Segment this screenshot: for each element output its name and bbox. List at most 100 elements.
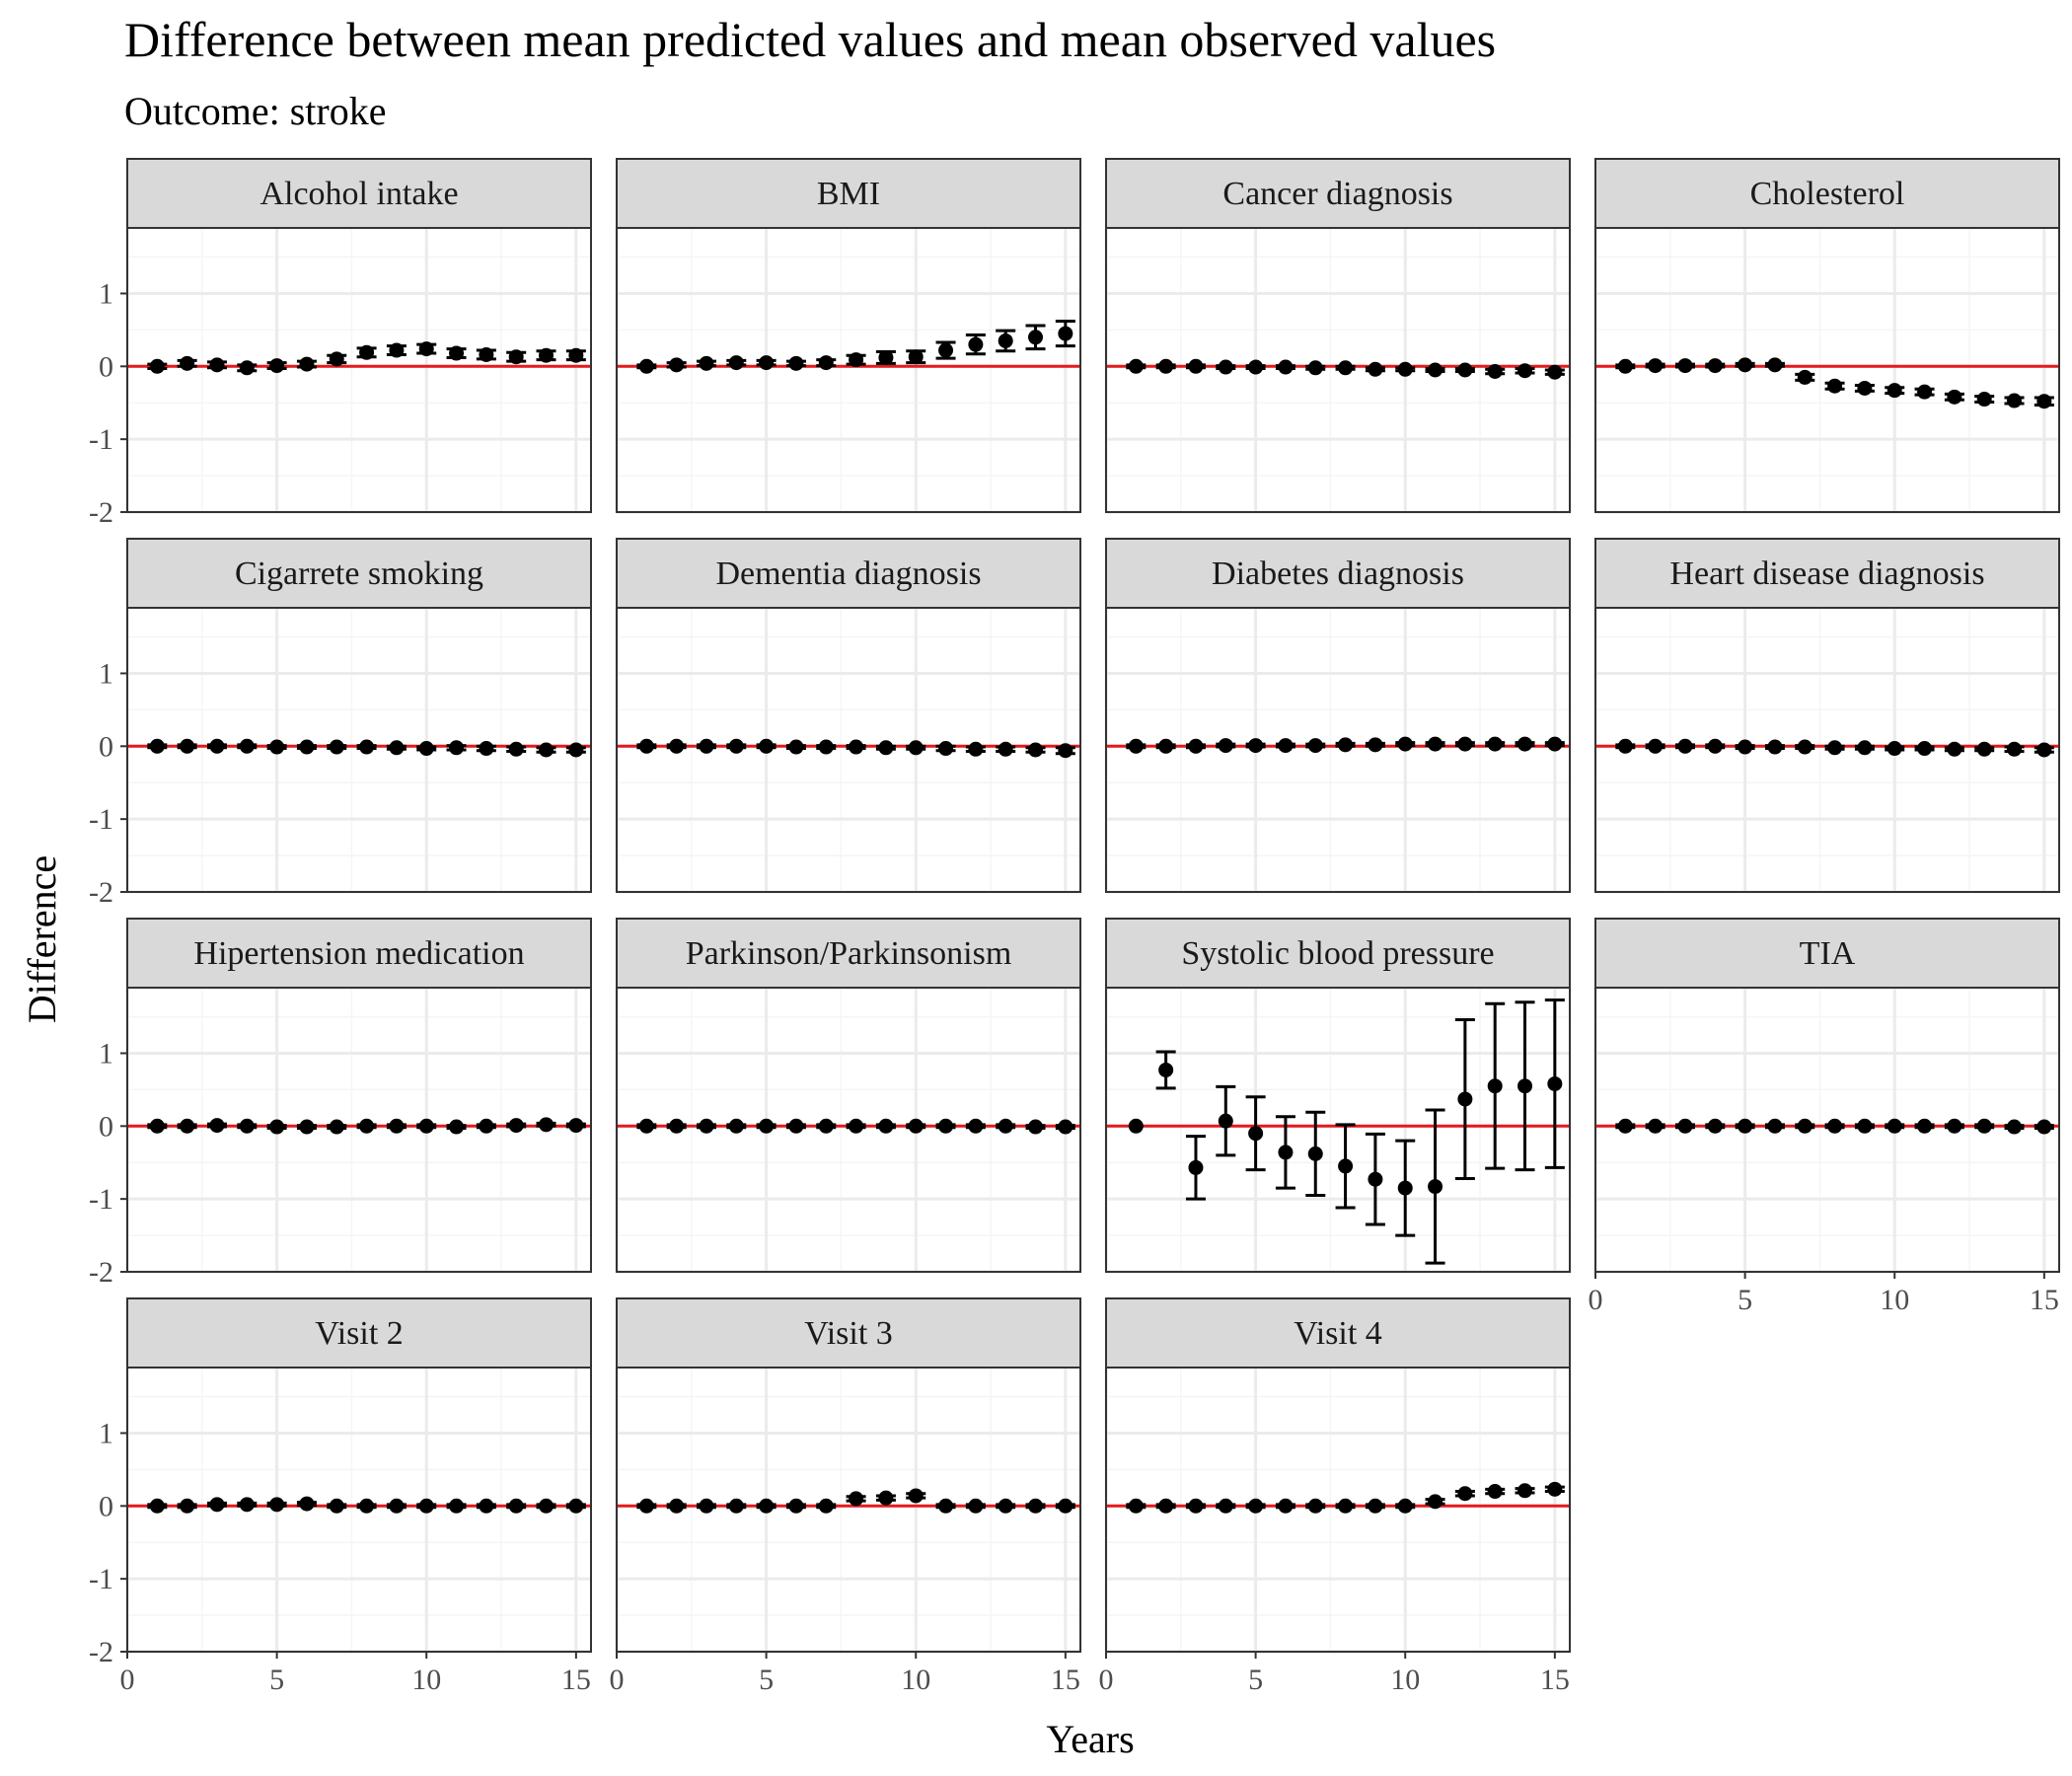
data-point xyxy=(849,1491,864,1507)
data-point xyxy=(788,355,804,371)
panel-border xyxy=(1105,607,1571,893)
data-point xyxy=(329,1119,344,1135)
facet-strip-label: Visit 2 xyxy=(315,1315,404,1352)
data-point xyxy=(1617,738,1633,754)
facet-strip xyxy=(126,1297,592,1369)
facet-strip-label: Hipertension medication xyxy=(193,935,524,972)
x-tick-label: 0 xyxy=(1099,1664,1114,1696)
data-point xyxy=(239,738,255,754)
data-point xyxy=(1707,1118,1723,1134)
y-axis-title: Difference xyxy=(20,855,64,1023)
data-point xyxy=(1677,1118,1693,1134)
data-point xyxy=(269,1497,285,1513)
facet-panel: Systolic blood pressure xyxy=(1104,918,1571,1274)
data-point xyxy=(1397,1180,1413,1196)
data-point xyxy=(1278,359,1294,375)
panel-background xyxy=(127,228,591,512)
data-point xyxy=(938,342,954,358)
data-point xyxy=(1648,358,1664,374)
data-point xyxy=(209,1497,225,1513)
chart-subtitle: Outcome: stroke xyxy=(124,89,387,133)
data-point xyxy=(1307,1146,1323,1161)
data-point xyxy=(1857,1118,1873,1134)
data-point xyxy=(669,738,685,754)
x-tick-label: 10 xyxy=(901,1664,930,1696)
data-point xyxy=(1547,736,1563,752)
data-point xyxy=(149,358,165,374)
panel-background xyxy=(1106,608,1570,892)
data-point xyxy=(728,1118,744,1134)
data-point xyxy=(1487,363,1503,379)
y-tick-label: 1 xyxy=(99,657,113,690)
data-point xyxy=(1028,1498,1044,1514)
y-tick-label: -1 xyxy=(89,803,113,836)
data-point xyxy=(149,1498,165,1514)
data-point xyxy=(479,741,494,757)
data-point xyxy=(638,358,654,374)
data-point xyxy=(1707,738,1723,754)
data-point xyxy=(449,345,465,361)
data-point xyxy=(418,341,434,357)
facet-strip-label: TIA xyxy=(1800,935,1856,972)
data-point xyxy=(1128,358,1144,374)
y-tick-label: -2 xyxy=(89,876,113,909)
x-tick-label: 10 xyxy=(1390,1664,1420,1696)
data-point xyxy=(908,1118,924,1134)
data-point xyxy=(568,742,584,758)
data-point xyxy=(299,1496,315,1512)
y-tick-label: -2 xyxy=(89,1636,113,1668)
data-point xyxy=(638,1498,654,1514)
data-point xyxy=(669,1118,685,1134)
data-point xyxy=(938,1498,954,1514)
x-axis-title: Years xyxy=(1046,1717,1134,1761)
data-point xyxy=(699,1118,714,1134)
data-point xyxy=(1976,392,1992,407)
data-point xyxy=(1827,1118,1843,1134)
y-tick-label: -1 xyxy=(89,1183,113,1216)
data-point xyxy=(1457,1486,1473,1502)
data-point xyxy=(389,1498,405,1514)
data-point xyxy=(1188,1498,1204,1514)
data-point xyxy=(1188,738,1204,754)
data-point xyxy=(418,741,434,757)
data-point xyxy=(788,1118,804,1134)
facet-panel: Heart disease diagnosis xyxy=(1593,538,2060,894)
data-point xyxy=(998,1118,1013,1134)
y-tick-label: -1 xyxy=(89,423,113,456)
data-point xyxy=(1158,1498,1174,1514)
data-point xyxy=(1428,736,1443,752)
facet-panel: Dementia diagnosis xyxy=(615,538,1081,894)
panel-border xyxy=(616,227,1081,513)
data-point xyxy=(329,1498,344,1514)
facet-panel: Visit 3 0 5 10 15 xyxy=(610,1297,1081,1696)
data-point xyxy=(1397,361,1413,377)
data-point xyxy=(728,738,744,754)
data-point xyxy=(568,1118,584,1134)
data-point xyxy=(938,741,954,757)
panel-background xyxy=(1106,988,1570,1272)
data-point xyxy=(1457,1091,1473,1107)
data-point xyxy=(1128,738,1144,754)
data-point xyxy=(1547,364,1563,380)
panel-border xyxy=(1594,607,2060,893)
data-point xyxy=(1428,362,1443,378)
data-point xyxy=(1976,741,1992,757)
data-point xyxy=(818,739,834,755)
data-point xyxy=(968,1118,984,1134)
data-point xyxy=(1248,359,1264,375)
x-tick-label: 0 xyxy=(1589,1284,1603,1316)
data-point xyxy=(1947,1118,1962,1134)
data-point xyxy=(1976,1118,1992,1134)
data-point xyxy=(1338,737,1354,753)
data-point xyxy=(1307,360,1323,376)
data-point xyxy=(449,1498,465,1514)
data-point xyxy=(329,739,344,755)
data-point xyxy=(2036,1119,2052,1135)
facet-panel: Alcohol intake -2 -1 0 1 xyxy=(89,158,592,529)
facet-strip xyxy=(1105,538,1571,609)
data-point xyxy=(418,1118,434,1134)
data-point xyxy=(788,1498,804,1514)
facet-panel: Cholesterol xyxy=(1593,158,2060,514)
facet-strip-label: BMI xyxy=(817,176,880,212)
